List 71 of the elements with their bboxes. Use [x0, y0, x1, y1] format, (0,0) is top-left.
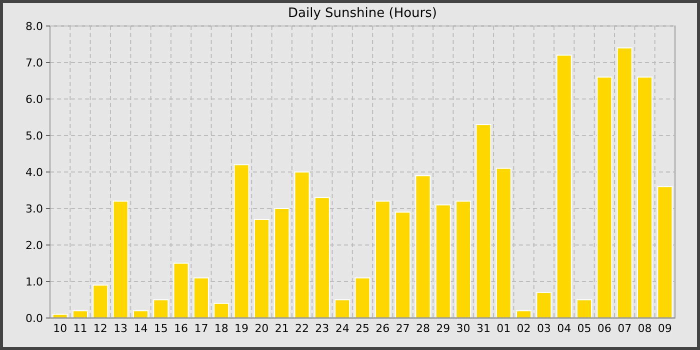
- x-tick-label: 05: [577, 322, 592, 335]
- bar: [92, 284, 108, 318]
- bar: [637, 76, 653, 318]
- x-tick-label: 31: [476, 322, 490, 335]
- y-tick-label: 2.0: [26, 238, 43, 252]
- y-tick-label: 6.0: [26, 92, 43, 106]
- x-tick-label: 20: [254, 322, 269, 335]
- y-tick-label: 1.0: [26, 275, 43, 288]
- bar: [72, 310, 88, 318]
- x-tick-label: 27: [396, 322, 410, 335]
- x-tick-label: 04: [557, 322, 572, 335]
- bar: [657, 186, 673, 318]
- bar: [274, 208, 290, 318]
- x-tick-label: 19: [234, 322, 249, 335]
- bar: [476, 124, 492, 318]
- x-tick-label: 16: [174, 322, 188, 335]
- x-tick-label: 07: [618, 322, 632, 335]
- bar: [616, 47, 632, 318]
- x-tick-label: 15: [154, 322, 168, 335]
- x-tick-label: 13: [114, 322, 128, 335]
- x-tick-label: 25: [356, 322, 370, 335]
- x-tick-label: 30: [456, 322, 470, 335]
- x-tick-label: 08: [638, 322, 652, 335]
- x-tick-label: 29: [436, 322, 450, 335]
- bar: [173, 262, 189, 318]
- x-tick-label: 02: [516, 322, 531, 335]
- x-tick-label: 22: [295, 322, 310, 335]
- bar: [334, 299, 350, 318]
- bar: [496, 168, 512, 318]
- bar: [576, 299, 592, 318]
- bar: [214, 302, 230, 318]
- y-tick-label: 5.0: [26, 129, 43, 142]
- bar: [435, 204, 451, 318]
- bar: [354, 277, 370, 318]
- bar: [314, 197, 330, 318]
- bar: [234, 164, 250, 318]
- bar: [596, 76, 612, 318]
- x-tick-label: 01: [496, 322, 511, 335]
- bar: [294, 172, 310, 318]
- chart-title: Daily Sunshine (Hours): [288, 6, 437, 21]
- y-tick-label: 8.0: [26, 20, 43, 33]
- x-tick-label: 17: [194, 322, 208, 335]
- x-tick-label: 03: [536, 322, 551, 335]
- bar: [153, 299, 169, 318]
- x-tick-label: 28: [416, 322, 430, 335]
- bar: [132, 310, 148, 318]
- x-tick-label: 12: [93, 322, 108, 335]
- x-tick-label: 18: [214, 322, 228, 335]
- x-tick-label: 23: [315, 322, 330, 335]
- x-tick-label: 10: [53, 322, 68, 335]
- bar: [415, 175, 431, 318]
- y-tick-label: 4.0: [26, 166, 43, 179]
- x-tick-label: 06: [597, 322, 612, 335]
- y-tick-label: 0.0: [26, 312, 43, 325]
- x-tick-label: 11: [73, 322, 88, 335]
- x-tick-label: 26: [376, 322, 390, 335]
- bar: [556, 54, 572, 318]
- bar: [254, 218, 270, 318]
- bar: [193, 277, 209, 318]
- x-tick-label: 14: [134, 322, 148, 335]
- bar: [516, 310, 532, 318]
- y-tick-label: 3.0: [26, 202, 43, 216]
- bar: [395, 212, 411, 318]
- y-tick-label: 7.0: [26, 56, 43, 70]
- bar: [374, 200, 390, 318]
- bar: [536, 292, 552, 318]
- x-tick-label: 24: [335, 322, 350, 335]
- bar: [456, 200, 472, 318]
- bar: [112, 200, 128, 318]
- x-tick-label: 21: [274, 322, 289, 335]
- x-tick-label: 09: [658, 322, 672, 335]
